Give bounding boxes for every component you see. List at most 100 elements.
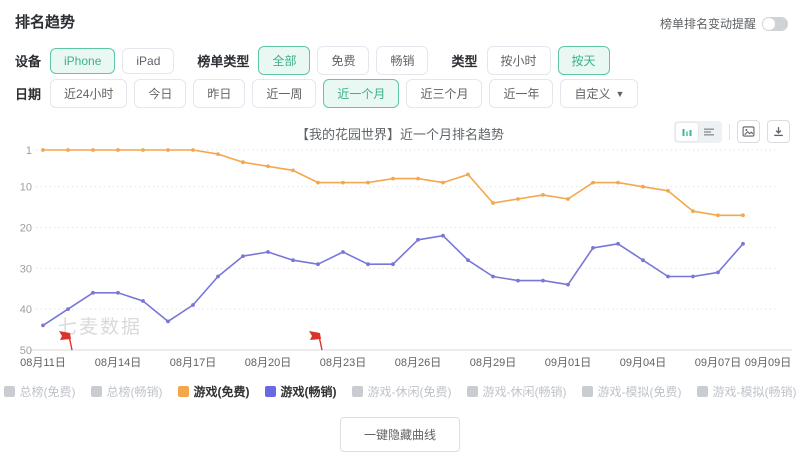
rank-change-alert: 榜单排名变动提醒 <box>660 15 788 32</box>
data-point <box>416 176 420 181</box>
chart-view-graph-button[interactable] <box>676 122 698 141</box>
legend-item-label: 游戏(免费) <box>193 385 250 399</box>
date-option-label: 自定义 <box>574 87 611 101</box>
export-image-button[interactable] <box>737 120 760 143</box>
data-point <box>491 201 495 205</box>
toggle-knob-icon <box>763 17 775 30</box>
data-point <box>191 303 195 307</box>
legend-item-label: 游戏-模拟(免费) <box>597 385 682 399</box>
type-filter-label: 类型 <box>451 54 478 69</box>
data-point <box>166 148 170 152</box>
data-point <box>316 262 320 267</box>
board-type-filter-group: 榜单类型 全部 免费 畅销 <box>197 46 435 75</box>
data-point <box>741 241 745 246</box>
device-option-1[interactable]: iPad <box>122 47 175 74</box>
date-option-0[interactable]: 近24小时 <box>50 79 128 108</box>
x-tick-label: 08月11日 <box>20 357 66 369</box>
data-point <box>466 172 470 177</box>
legend-item-7[interactable]: 游戏-模拟(畅销) <box>696 383 797 400</box>
board_type-option-1[interactable]: 免费 <box>317 46 370 75</box>
type-option-0[interactable]: 按小时 <box>486 46 551 75</box>
data-point <box>366 262 370 267</box>
device-option-0[interactable]: iPhone <box>50 47 116 74</box>
series-paid-line <box>41 233 745 328</box>
chart-legend: 总榜(免费) 总榜(畅销) 游戏(免费) 游戏(畅销) 游戏-休闲(免费) 游戏-休闲(畅… <box>0 383 800 400</box>
x-tick-label: 08月20日 <box>245 357 291 369</box>
y-tick-label: 20 <box>20 223 32 235</box>
data-point <box>441 180 445 185</box>
date-option-3[interactable]: 近一周 <box>252 79 317 108</box>
board_type-option-label: 全部 <box>272 54 297 68</box>
date-option-7[interactable]: 自定义 ▼ <box>560 79 639 108</box>
date-option-6[interactable]: 近一年 <box>489 79 554 108</box>
data-point <box>641 184 645 189</box>
data-point <box>391 262 395 267</box>
legend-item-label: 总榜(免费) <box>19 385 76 399</box>
board_type-option-0[interactable]: 全部 <box>258 46 311 75</box>
x-tick-label: 08月14日 <box>95 357 141 369</box>
hide-curves-button[interactable]: 一键隐藏曲线 <box>339 417 460 452</box>
data-point <box>341 180 345 185</box>
rank-change-alert-label: 榜单排名变动提醒 <box>659 17 756 31</box>
data-point <box>91 148 95 152</box>
filter-row-date: 日期 近24小时 今日 昨日 近一周 近一个月 近三个月 近一年 自定义 ▼ <box>15 79 661 108</box>
date-option-5[interactable]: 近三个月 <box>406 79 483 108</box>
data-point <box>566 197 570 201</box>
legend-swatch-icon <box>264 386 276 397</box>
data-point <box>116 290 120 295</box>
type-option-1[interactable]: 按天 <box>557 46 610 75</box>
date-option-label: 近一年 <box>503 87 540 101</box>
board-type-chips: 全部 免费 畅销 <box>258 46 435 75</box>
legend-item-1[interactable]: 总榜(畅销) <box>90 383 163 400</box>
board_type-option-2[interactable]: 畅销 <box>376 46 429 75</box>
legend-swatch-icon <box>90 386 102 397</box>
legend-item-6[interactable]: 游戏-模拟(免费) <box>581 383 682 400</box>
data-point <box>141 299 145 303</box>
rank-change-alert-toggle[interactable] <box>762 16 788 31</box>
y-axis-labels: 1 10 20 30 40 50 <box>20 145 32 357</box>
page-title: 排名趋势 <box>15 14 76 31</box>
flag-marker[interactable] <box>59 331 73 351</box>
data-point <box>416 237 420 242</box>
date-option-label: 近一个月 <box>337 87 386 101</box>
x-tick-label: 08月23日 <box>320 357 366 369</box>
grid-lines <box>30 149 792 351</box>
x-tick-label: 09月01日 <box>545 357 591 369</box>
date-chips: 近24小时 今日 昨日 近一周 近一个月 近三个月 近一年 自定义 ▼ <box>50 79 645 108</box>
download-icon <box>774 127 783 137</box>
legend-item-3[interactable]: 游戏(畅销) <box>264 383 337 400</box>
legend-item-0[interactable]: 总榜(免费) <box>3 383 76 400</box>
x-tick-label: 09月04日 <box>620 357 666 369</box>
chart-view-list-button[interactable] <box>698 123 720 141</box>
data-point <box>716 213 720 218</box>
x-tick-label: 08月29日 <box>470 357 516 369</box>
data-point <box>516 197 520 201</box>
data-point <box>541 193 545 197</box>
data-point <box>516 278 520 283</box>
legend-item-5[interactable]: 游戏-休闲(畅销) <box>466 383 567 400</box>
legend-swatch-icon <box>351 386 363 397</box>
y-tick-label: 1 <box>26 145 32 157</box>
data-point <box>241 160 245 165</box>
type-chips: 按小时 按天 <box>486 46 617 75</box>
legend-item-2[interactable]: 游戏(免费) <box>177 383 250 400</box>
data-point <box>741 213 745 218</box>
date-option-1[interactable]: 今日 <box>134 79 187 108</box>
download-button[interactable] <box>767 120 790 143</box>
list-icon <box>704 128 714 135</box>
data-point <box>41 323 45 328</box>
x-tick-label: 09月07日 <box>695 357 741 369</box>
y-tick-label: 40 <box>20 304 32 316</box>
data-point <box>216 274 220 279</box>
chart-title: 【我的花园世界】近一个月排名趋势 <box>295 127 504 142</box>
legend-item-label: 游戏(畅销) <box>280 385 337 399</box>
date-filter-label: 日期 <box>15 87 42 102</box>
date-option-2[interactable]: 昨日 <box>193 79 246 108</box>
x-tick-label: 08月17日 <box>170 357 216 369</box>
legend-item-4[interactable]: 游戏-休闲(免费) <box>351 383 452 400</box>
y-tick-label: 50 <box>20 345 32 357</box>
date-option-4[interactable]: 近一个月 <box>323 79 400 108</box>
legend-item-label: 游戏-休闲(免费) <box>367 385 452 399</box>
x-axis-labels: 08月11日 08月14日 08月17日 08月20日 08月23日 08月26日 08月2… <box>20 357 791 369</box>
flag-marker[interactable] <box>309 331 323 351</box>
